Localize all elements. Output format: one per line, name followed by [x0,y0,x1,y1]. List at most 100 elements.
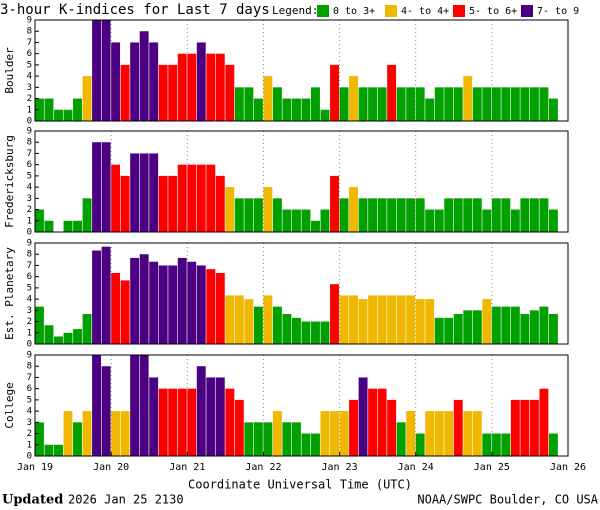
bar [339,295,349,344]
bar [349,295,359,344]
bar [529,310,539,344]
y-tick-label: 9 [27,127,32,137]
bar [311,433,320,456]
bar [349,187,359,232]
bar [368,198,378,232]
bar [291,317,301,344]
bar [501,306,511,344]
y-tick-label: 8 [27,138,32,148]
bar [548,209,558,232]
legend-swatch [453,5,465,17]
bar [377,388,387,456]
bar [177,388,187,456]
bar [196,265,206,344]
y-tick-label: 5 [27,60,32,70]
y-tick-label: 1 [27,328,32,338]
bar [244,198,254,232]
bar [415,299,425,344]
x-tick-label: Jan 25 [474,462,510,473]
y-tick-label: 6 [27,272,32,282]
bar [387,295,397,344]
bar [44,220,54,232]
bar [120,280,130,344]
bar [425,209,435,232]
bar [291,422,301,456]
bar [548,98,558,121]
y-tick-label: 5 [27,171,32,181]
bar [101,20,111,121]
y-tick-label: 1 [27,105,32,115]
bar [520,399,530,456]
bar [301,321,311,344]
bar [463,198,473,232]
bar [330,175,339,232]
bar [425,411,435,456]
bar [206,164,216,232]
y-tick-label: 2 [27,94,32,104]
y-tick-label: 4 [27,295,32,305]
bar [120,175,130,232]
bar [539,388,549,456]
y-tick-label: 9 [27,16,32,26]
bar [82,76,92,121]
legend-swatch [317,5,329,17]
bar [510,87,520,121]
bar [425,299,435,344]
bar [158,175,168,232]
y-tick-label: 7 [27,373,32,383]
bar [206,269,216,344]
bar [263,76,273,121]
legend-label: 5- to 6+ [469,6,517,17]
bar [92,142,102,232]
bar [472,310,482,344]
bar [92,250,102,344]
bar [434,209,444,232]
legend-label: 0 to 3+ [333,6,375,17]
bar [520,87,530,121]
bar [111,42,121,121]
bar [291,98,301,121]
bar [453,198,463,232]
bar [234,87,244,121]
bar [415,198,425,232]
panel-frame [34,130,569,233]
bar [215,175,225,232]
bar [472,87,482,121]
bar [149,153,159,232]
bar [311,87,320,121]
bar [139,31,149,121]
bar [482,209,492,232]
bar [539,306,549,344]
y-tick-label: 7 [27,149,32,159]
bar [406,411,416,456]
bar [206,377,216,456]
bar [82,198,92,232]
bar [101,142,111,232]
bar [35,306,44,344]
y-tick-label: 0 [27,117,32,127]
bar [35,422,44,456]
bar [101,246,111,344]
bar [73,422,82,456]
bar [387,64,397,121]
y-tick-label: 2 [27,205,32,215]
x-tick-label: Jan 23 [322,462,358,473]
bar [282,98,292,121]
bar [63,332,73,344]
legend-swatch [521,5,533,17]
bar [177,164,187,232]
bar [463,411,473,456]
bar [406,87,416,121]
bar [139,254,149,344]
bar [149,42,159,121]
y-tick-label: 9 [27,239,32,249]
bar [358,377,368,456]
bar [520,314,530,344]
bar [330,284,339,344]
bar [444,411,454,456]
bar [225,388,235,456]
y-tick-label: 0 [27,452,32,462]
bar [35,98,44,121]
bar [396,295,406,344]
bar [339,411,349,456]
